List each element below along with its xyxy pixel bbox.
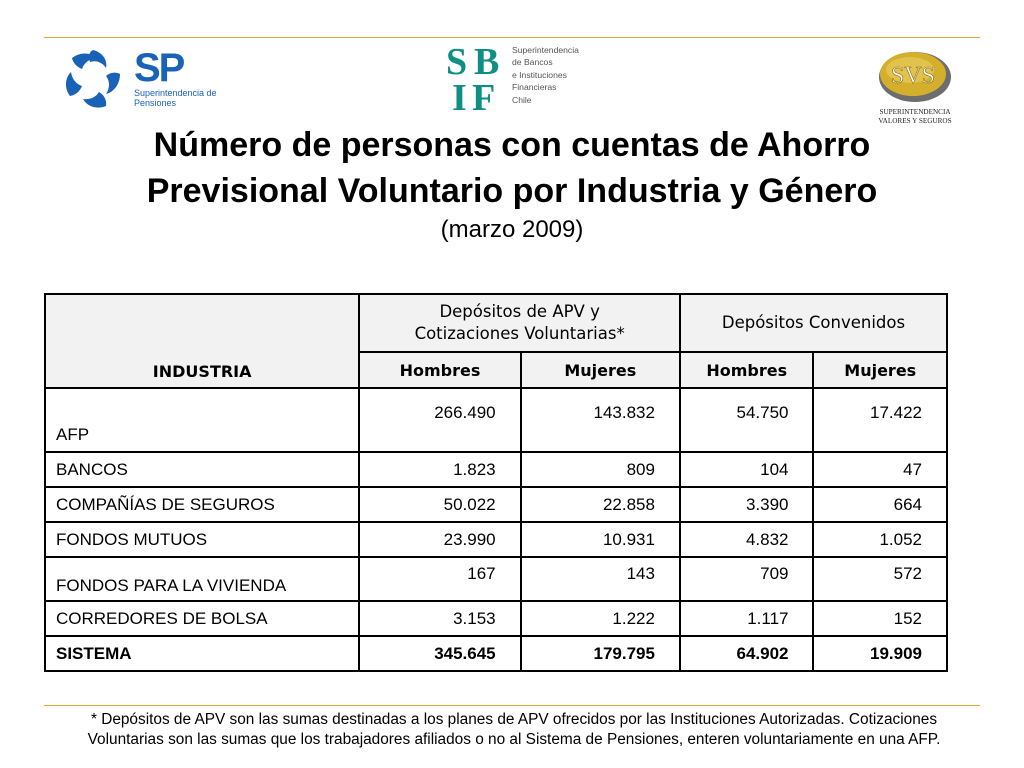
header-group-convenidos: Depósitos Convenidos	[678, 293, 949, 353]
sbif-caption-line: de Bancos	[512, 57, 553, 68]
cell-industria: BANCOS	[43, 451, 361, 488]
svs-logo: SVS SUPERINTENDENCIA VALORES Y SEGUROS	[870, 44, 960, 130]
title-line-2: Previsional Voluntario por Industria y G…	[146, 172, 878, 210]
header-conv-mujeres: Mujeres	[812, 351, 948, 389]
sbif-letter-i: I	[452, 77, 467, 119]
cell-industria: FONDOS PARA LA VIVIENDA	[43, 556, 361, 602]
cell-conv-mujeres: 19.909	[812, 635, 948, 672]
table-row: FONDOS MUTUOS 23.990 10.931 4.832 1.052	[43, 521, 948, 558]
cell-apv-hombres: 345.645	[358, 635, 522, 672]
cell-apv-hombres: 50.022	[358, 486, 522, 523]
cell-industria: CORREDORES DE BOLSA	[43, 600, 361, 637]
cell-industria: COMPAÑÍAS DE SEGUROS	[43, 486, 361, 523]
cell-conv-mujeres: 1.052	[812, 521, 948, 558]
cell-conv-mujeres: 152	[812, 600, 948, 637]
table-subheader-row: Hombres Mujeres Hombres Mujeres	[45, 351, 948, 389]
sp-logo-letters: SP	[134, 46, 185, 90]
cell-apv-mujeres: 10.931	[519, 521, 681, 558]
sp-logo: SP Superintendencia de Pensiones	[58, 44, 218, 114]
bottom-divider	[44, 705, 980, 706]
cell-conv-hombres: 709	[678, 556, 815, 602]
cell-industria: AFP	[43, 387, 361, 453]
svs-emblem-icon: SVS	[879, 52, 951, 102]
sbif-letter-f: F	[472, 77, 496, 119]
apv-table: INDUSTRIA Depósitos de APV y Cotizacione…	[43, 293, 949, 672]
cell-apv-hombres: 1.823	[358, 451, 522, 488]
svs-logo-caption: SUPERINTENDENCIA VALORES Y SEGUROS	[870, 108, 960, 126]
cell-apv-hombres: 23.990	[358, 521, 522, 558]
table-header-row: INDUSTRIA Depósitos de APV y Cotizacione…	[43, 293, 949, 389]
cell-conv-hombres: 3.390	[678, 486, 815, 523]
cell-apv-mujeres: 22.858	[519, 486, 681, 523]
cell-conv-hombres: 54.750	[678, 387, 815, 453]
header-group-apv-line1: Depósitos de APV y	[439, 302, 600, 321]
sbif-caption-line: e Instituciones	[512, 69, 567, 80]
page-subtitle: (marzo 2009)	[440, 216, 584, 243]
cell-apv-hombres: 266.490	[358, 387, 522, 453]
cell-apv-hombres: 167	[358, 556, 522, 602]
cell-industria: SISTEMA	[43, 635, 361, 672]
header-industria: INDUSTRIA	[43, 293, 361, 389]
cell-apv-mujeres: 1.222	[519, 600, 681, 637]
svs-caption-line: VALORES Y SEGUROS	[878, 117, 952, 125]
header-group-apv-line2: Cotizaciones Voluntarias*	[414, 324, 625, 343]
footnote-line-2: Voluntarias son las sumas que los trabaj…	[87, 731, 941, 748]
cell-apv-mujeres: 143.832	[519, 387, 681, 453]
cell-apv-mujeres: 143	[519, 556, 681, 602]
cell-apv-mujeres: 179.795	[519, 635, 681, 672]
table-row: CORREDORES DE BOLSA 3.153 1.222 1.117 15…	[43, 600, 948, 637]
cell-conv-hombres: 104	[678, 451, 815, 488]
cell-conv-mujeres: 47	[812, 451, 948, 488]
cell-apv-hombres: 3.153	[358, 600, 522, 637]
sbif-logo: S B I F Superintendencia de Bancos e Ins…	[446, 41, 588, 122]
header-conv-hombres: Hombres	[678, 351, 815, 389]
sbif-caption-line: Chile	[512, 94, 532, 105]
sbif-letter-s: S	[446, 41, 468, 83]
footnote-line-1: * Depósitos de APV son las sumas destina…	[90, 711, 938, 728]
cell-conv-hombres: 1.117	[678, 600, 815, 637]
svs-logo-letters: SVS	[891, 63, 935, 89]
svs-caption-line: SUPERINTENDENCIA	[879, 108, 951, 116]
sbif-caption-line: Superintendencia	[512, 45, 579, 55]
cell-industria: FONDOS MUTUOS	[43, 521, 361, 558]
table-row: BANCOS 1.823 809 104 47	[43, 451, 948, 488]
top-divider	[44, 37, 980, 38]
page-title: Número de personas con cuentas de Ahorro…	[40, 122, 984, 214]
sp-emblem-icon	[65, 50, 120, 108]
table-total-row: SISTEMA 345.645 179.795 64.902 19.909	[43, 635, 948, 672]
sp-logo-caption: Superintendencia de Pensiones	[134, 88, 217, 108]
cell-conv-mujeres: 572	[812, 556, 948, 602]
table-row: AFP 266.490 143.832 54.750 17.422	[43, 387, 948, 453]
table-row: FONDOS PARA LA VIVIENDA 167 143 709 572	[43, 556, 948, 602]
cell-conv-hombres: 64.902	[678, 635, 815, 672]
sbif-caption-line: Financieras	[512, 82, 557, 93]
cell-conv-mujeres: 664	[812, 486, 948, 523]
title-line-1: Número de personas con cuentas de Ahorro	[153, 126, 871, 164]
header-group-apv: Depósitos de APV y Cotizaciones Voluntar…	[358, 293, 681, 353]
sbif-logo-caption: Superintendencia de Bancos e Institucion…	[512, 44, 588, 106]
sbif-letter-b: B	[474, 41, 500, 83]
footnote: * Depósitos de APV son las sumas destina…	[36, 710, 992, 750]
cell-conv-hombres: 4.832	[678, 521, 815, 558]
header-apv-hombres: Hombres	[358, 351, 522, 389]
cell-conv-mujeres: 17.422	[812, 387, 948, 453]
cell-apv-mujeres: 809	[519, 451, 681, 488]
header-apv-mujeres: Mujeres	[519, 351, 681, 389]
sbif-logo-mark: S B I F	[446, 41, 506, 120]
header-group-convenidos-label: Depósitos Convenidos	[721, 313, 906, 332]
table-row: COMPAÑÍAS DE SEGUROS 50.022 22.858 3.390…	[43, 486, 948, 523]
